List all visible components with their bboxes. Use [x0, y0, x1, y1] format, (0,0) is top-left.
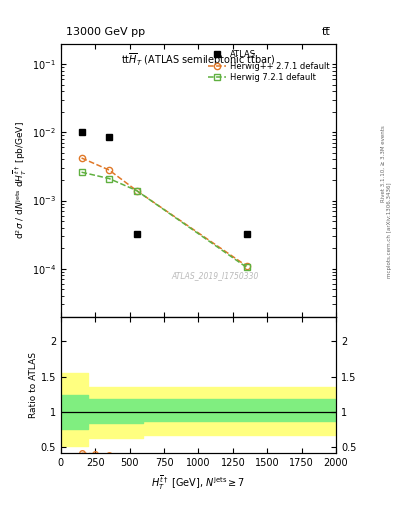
- Herwig++ 2.7.1 default: [107, 167, 112, 173]
- Text: tt$\overline{H}_T$ (ATLAS semileptonic t$\bar{\mathrm{t}}$bar): tt$\overline{H}_T$ (ATLAS semileptonic t…: [121, 52, 276, 68]
- Y-axis label: Ratio to ATLAS: Ratio to ATLAS: [29, 352, 38, 418]
- ATLAS: [107, 134, 112, 140]
- Legend: ATLAS, Herwig++ 2.7.1 default, Herwig 7.2.1 default: ATLAS, Herwig++ 2.7.1 default, Herwig 7.…: [206, 48, 332, 84]
- Herwig++ 2.7.1 default: [244, 263, 249, 269]
- ATLAS: [79, 129, 84, 135]
- ATLAS: [134, 231, 139, 238]
- Herwig++ 2.7.1 default: [79, 155, 84, 161]
- Y-axis label: d$^2\sigma$ / d$N^{\rm jets}$ d$H_T^{\overline{t}\dagger}$ [pb/GeV]: d$^2\sigma$ / d$N^{\rm jets}$ d$H_T^{\ov…: [12, 121, 29, 239]
- Text: 13000 GeV pp: 13000 GeV pp: [66, 27, 145, 37]
- Text: mcplots.cern.ch [arXiv:1306.3436]: mcplots.cern.ch [arXiv:1306.3436]: [387, 183, 391, 278]
- Line: Herwig++ 2.7.1 default: Herwig++ 2.7.1 default: [79, 155, 250, 269]
- Herwig 7.2.1 default: [107, 176, 112, 182]
- ATLAS: [244, 231, 249, 238]
- Herwig 7.2.1 default: [244, 264, 249, 270]
- Herwig 7.2.1 default: [79, 169, 84, 175]
- Line: ATLAS: ATLAS: [78, 129, 250, 238]
- Herwig++ 2.7.1 default: [134, 187, 139, 194]
- Text: Rivet 3.1.10, ≥ 3.3M events: Rivet 3.1.10, ≥ 3.3M events: [381, 125, 386, 202]
- Text: tt̅: tt̅: [322, 27, 331, 37]
- Line: Herwig 7.2.1 default: Herwig 7.2.1 default: [79, 169, 250, 270]
- X-axis label: $H_T^{\overline{t}\dagger}$ [GeV], $N^{\rm jets} \geq 7$: $H_T^{\overline{t}\dagger}$ [GeV], $N^{\…: [151, 474, 246, 493]
- Herwig 7.2.1 default: [134, 187, 139, 194]
- Text: ATLAS_2019_I1750330: ATLAS_2019_I1750330: [171, 271, 259, 280]
